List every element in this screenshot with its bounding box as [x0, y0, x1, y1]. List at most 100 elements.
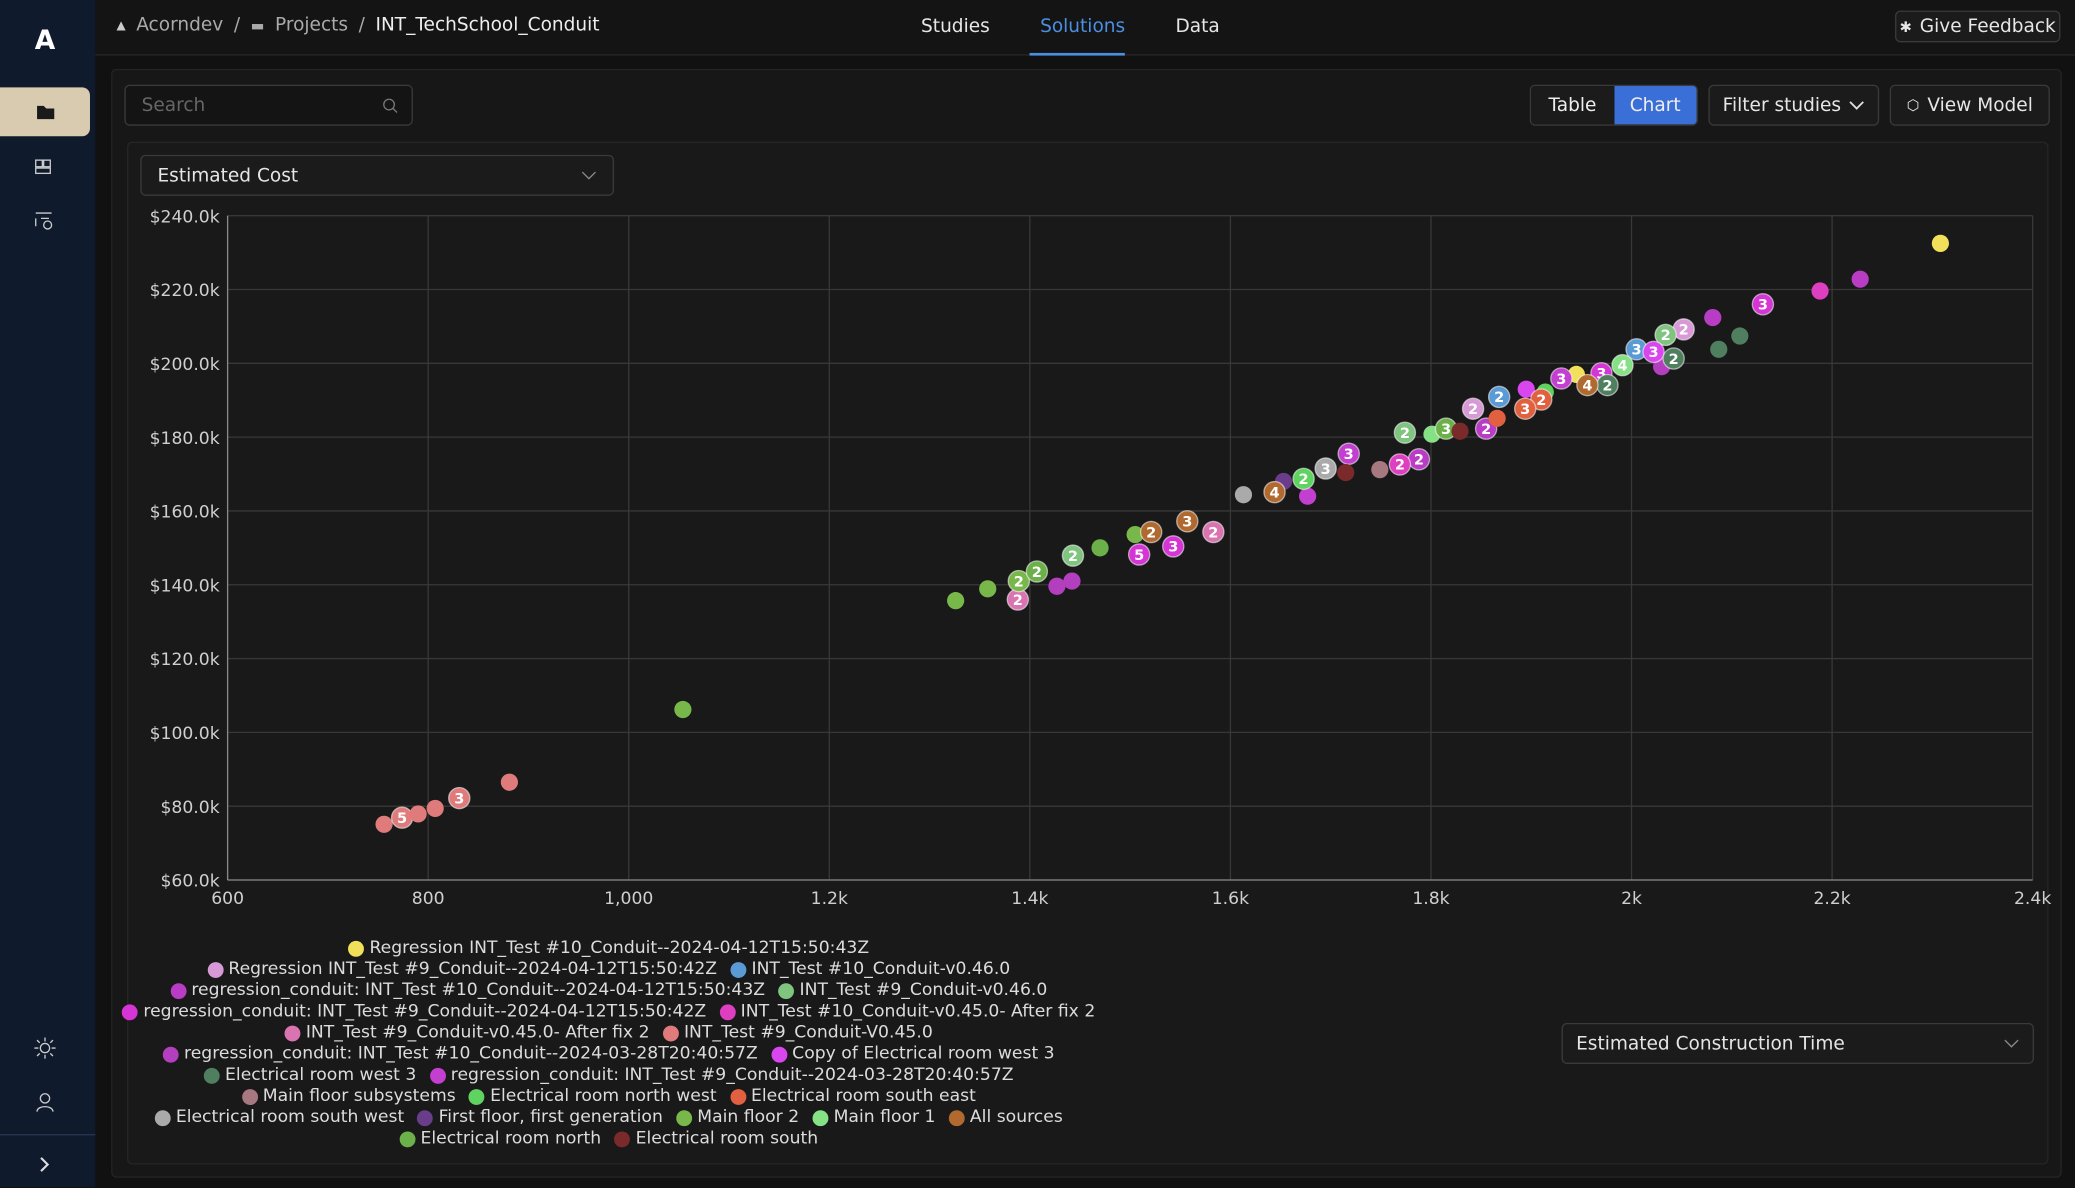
crumb[interactable]: Projects — [275, 14, 349, 36]
x-tick-label: 600 — [211, 889, 244, 909]
point — [1393, 421, 1417, 444]
legend-item[interactable]: Electrical room north — [399, 1129, 601, 1150]
point — [1576, 373, 1599, 397]
point — [1299, 487, 1317, 505]
legend-item[interactable]: regression_conduit: INT_Test #10_Conduit… — [170, 981, 765, 1002]
view-model-button[interactable]: ⬡ View Model — [1889, 84, 2050, 126]
point — [1731, 327, 1749, 345]
legend-item[interactable]: Regression INT_Test #9_Conduit--2024-04-… — [207, 959, 717, 980]
point-count: 2 — [1299, 471, 1309, 488]
point — [1176, 510, 1199, 533]
legend-swatch — [241, 1089, 258, 1105]
legend-item[interactable]: Regression INT_Test #10_Conduit--2024-04… — [348, 938, 869, 959]
legend-item[interactable]: Main floor subsystems — [241, 1086, 456, 1107]
legend-item[interactable]: Electrical room west 3 — [203, 1065, 416, 1086]
tab-label: Data — [1175, 15, 1220, 38]
point — [1025, 560, 1049, 583]
search-box[interactable]: Search — [124, 84, 413, 126]
tab[interactable]: Studies — [910, 0, 990, 56]
crumb-separator: / — [358, 14, 365, 36]
point — [1292, 467, 1315, 491]
legend-item[interactable]: Electrical room north west — [468, 1086, 717, 1107]
crumb[interactable]: Acorndev — [136, 14, 224, 36]
point — [1126, 525, 1144, 544]
legend-label: Electrical room south — [635, 1128, 819, 1149]
legend-row: regression_conduit: INT_Test #10_Conduit… — [143, 981, 1075, 1002]
legend-label: INT_Test #9_Conduit-V0.45.0 — [683, 1022, 933, 1043]
legend-label: Electrical room south east — [750, 1086, 976, 1107]
legend-label: regression_conduit: INT_Test #9_Conduit-… — [143, 1001, 707, 1022]
feedback-button[interactable]: ✱ Give Feedback — [1895, 10, 2061, 43]
point-count: 3 — [1556, 371, 1566, 388]
x-metric-dropdown[interactable]: Estimated Construction Time — [1561, 1022, 2034, 1064]
legend-item[interactable]: Electrical room south west — [154, 1108, 404, 1129]
filter-button[interactable]: Filter studies — [1708, 84, 1880, 126]
legend-label: regression_conduit: INT_Test #10_Conduit… — [184, 1044, 758, 1064]
search-placeholder: Search — [141, 95, 206, 117]
legend-swatch — [170, 983, 187, 1000]
logo[interactable]: A — [34, 23, 56, 56]
legend-item[interactable]: regression_conduit: INT_Test #9_Conduit-… — [429, 1065, 1014, 1086]
point-count: 2 — [1208, 524, 1218, 541]
legend-row: Electrical room west 3 regression_conduit… — [143, 1065, 1075, 1086]
legend-item[interactable]: regression_conduit: INT_Test #9_Conduit-… — [122, 1002, 706, 1023]
legend-item[interactable]: INT_Test #10_Conduit-v0.46.0 — [730, 959, 1010, 980]
point-count: 2 — [1013, 592, 1023, 609]
point-count: 5 — [1134, 547, 1144, 564]
legend-item[interactable]: Electrical room south east — [729, 1086, 976, 1107]
point — [947, 592, 965, 610]
legend-label: Main floor 1 — [833, 1107, 936, 1128]
projects-nav[interactable] — [0, 87, 90, 137]
legend-item[interactable]: Main floor 2 — [676, 1108, 799, 1129]
legend-label: Main floor 2 — [697, 1107, 800, 1128]
x-axis-label: Estimated Construction Time — [1576, 1032, 1845, 1055]
point-count: 3 — [454, 790, 464, 807]
legend-item[interactable]: INT_Test #9_Conduit-V0.45.0 — [662, 1022, 933, 1044]
point — [1202, 520, 1225, 544]
nav-icons[interactable] — [32, 156, 58, 235]
x-tick-label: 2.4k — [2014, 889, 2051, 909]
point-count: 2 — [1679, 322, 1689, 339]
legend-swatch — [719, 1004, 736, 1021]
legend-item[interactable]: Electrical room south — [614, 1129, 818, 1150]
point-count: 2 — [1400, 425, 1410, 442]
point-count: 3 — [1168, 539, 1178, 556]
point — [1162, 535, 1185, 558]
legend-item[interactable]: First floor, first generation — [417, 1108, 663, 1129]
point — [1314, 457, 1337, 480]
legend-item[interactable]: INT_Test #10_Conduit-v0.45.0- After fix … — [719, 1002, 1095, 1023]
y-tick-label: $220.0k — [150, 281, 220, 301]
point — [1371, 461, 1389, 479]
legend-item[interactable]: INT_Test #9_Conduit-v0.46.0 — [778, 981, 1047, 1002]
point — [1388, 453, 1412, 476]
toggle-option[interactable]: Table — [1531, 86, 1614, 125]
point-count: 3 — [1321, 461, 1331, 478]
legend-label: Regression INT_Test #9_Conduit--2024-04-… — [228, 959, 718, 980]
point-count: 5 — [397, 810, 407, 827]
crumb[interactable]: INT_TechSchool_Conduit — [375, 14, 600, 36]
tab[interactable]: Solutions — [1029, 0, 1126, 56]
legend-item[interactable]: Copy of Electrical room west 3 — [771, 1044, 1055, 1065]
legend-item[interactable]: regression_conduit: INT_Test #10_Conduit… — [162, 1044, 758, 1065]
org-icon: ▲ — [116, 19, 126, 34]
settings-icons[interactable] — [32, 1035, 58, 1114]
point — [1337, 442, 1360, 465]
legend-swatch — [812, 1110, 829, 1127]
point — [1337, 463, 1355, 482]
x-tick-label: 2k — [1621, 889, 1642, 909]
point — [1091, 539, 1109, 557]
toggle-option[interactable]: Chart — [1613, 86, 1697, 125]
legend-item[interactable]: Main floor 1 — [812, 1108, 935, 1129]
point-count: 3 — [1520, 401, 1530, 418]
expand-icon[interactable] — [34, 1154, 55, 1175]
point-count: 3 — [1631, 342, 1641, 359]
legend-row: regression_conduit: INT_Test #10_Conduit… — [143, 1044, 1075, 1065]
legend-item[interactable]: All sources — [948, 1108, 1063, 1129]
y-metric-dropdown[interactable]: Estimated Cost — [140, 154, 615, 196]
point — [1127, 543, 1151, 566]
point — [426, 799, 444, 818]
legend-item[interactable]: INT_Test #9_Conduit-v0.45.0- After fix 2 — [284, 1023, 650, 1044]
crumb-separator: / — [233, 14, 241, 36]
tab[interactable]: Data — [1165, 0, 1220, 56]
